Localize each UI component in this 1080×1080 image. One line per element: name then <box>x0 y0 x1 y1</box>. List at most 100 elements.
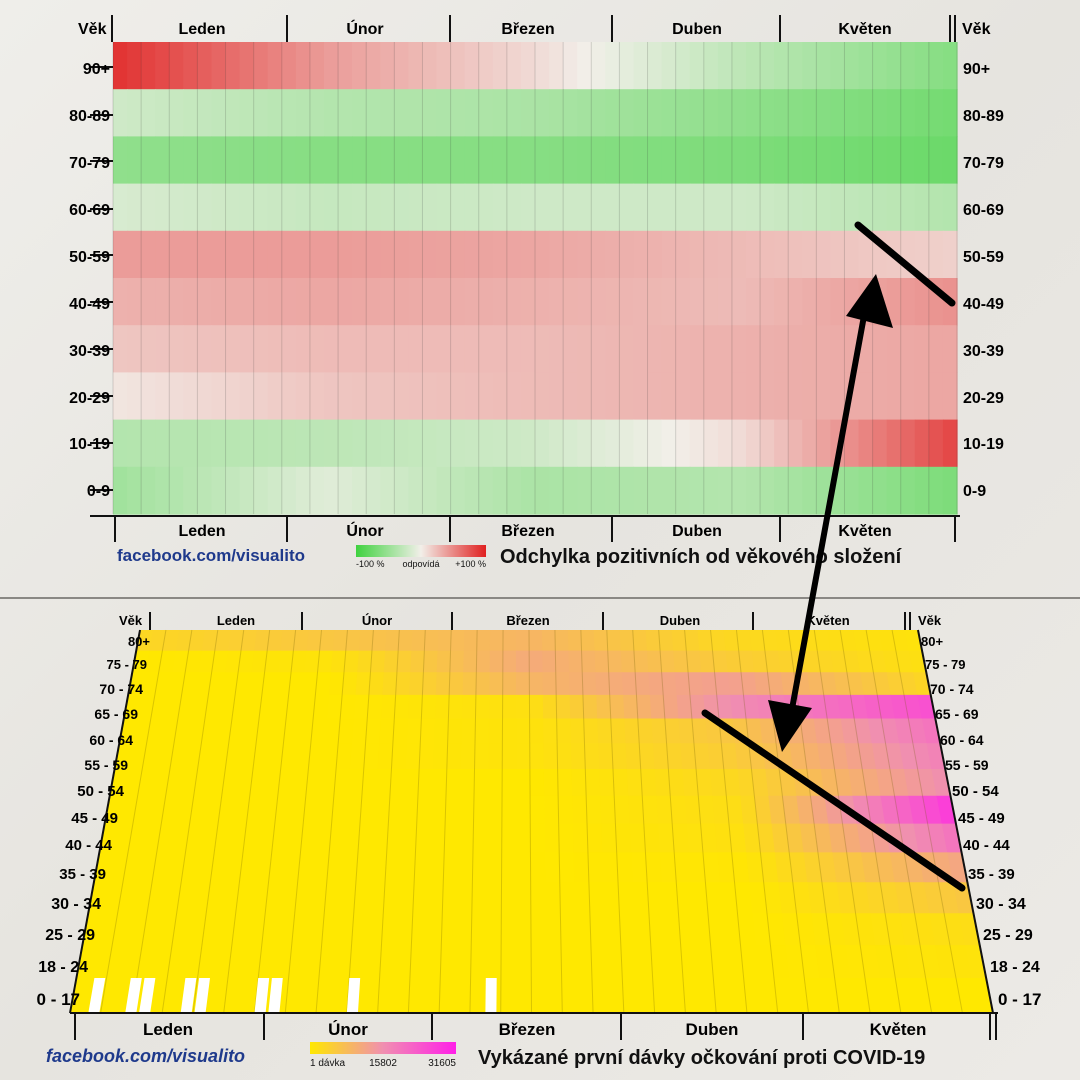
bottom-day-line <box>131 629 193 1013</box>
top-heatmap-cell <box>746 183 761 232</box>
bottom-heatmap-cell <box>216 913 237 946</box>
top-age-label: 90+ <box>83 61 110 78</box>
bottom-axes <box>69 612 998 1040</box>
top-heatmap-cell <box>591 466 606 515</box>
bottom-heatmap-cell <box>743 823 761 853</box>
bottom-heatmap-cell <box>542 672 557 696</box>
top-heatmap-cell <box>689 230 705 279</box>
bottom-heatmap-cell <box>334 945 352 979</box>
bottom-heatmap-cell <box>440 945 457 979</box>
top-heatmap-cell <box>633 136 649 185</box>
bottom-heatmap-cell <box>372 630 387 652</box>
bottom-heatmap-cell <box>530 852 546 883</box>
top-heatmap-cell <box>689 372 705 421</box>
bottom-heatmap-cell <box>785 945 805 979</box>
bottom-age-label: 55 - 59 <box>84 757 128 773</box>
top-heatmap-cell <box>380 183 395 232</box>
top-heatmap-cell <box>394 372 409 421</box>
bottom-day-line <box>469 629 478 1013</box>
bottom-heatmap-cell <box>322 743 339 770</box>
bottom-heatmap-cell <box>935 945 957 979</box>
top-heatmap-cell <box>563 278 578 326</box>
bottom-heatmap-cell <box>179 769 199 797</box>
bottom-heatmap-cell <box>895 978 917 1013</box>
bottom-heatmap-cell <box>762 630 779 652</box>
bottom-heatmap-cell <box>315 672 332 696</box>
bottom-heatmap-cell <box>463 630 478 652</box>
bottom-heatmap-cell <box>800 945 820 979</box>
top-heatmap-cell <box>380 136 395 185</box>
top-heatmap-cell <box>267 372 283 421</box>
bottom-heatmap-cell <box>889 852 910 883</box>
bottom-heatmap-cell <box>774 978 794 1013</box>
bottom-heatmap-cell <box>664 718 681 744</box>
bottom-heatmap-cell <box>142 823 162 853</box>
top-heatmap-cell <box>647 466 663 515</box>
bottom-heatmap-cell <box>267 630 284 652</box>
panel-divider <box>0 597 1080 599</box>
top-heatmap-cell <box>844 466 860 515</box>
bottom-heatmap-cell <box>600 795 616 825</box>
bottom-heatmap-cell <box>531 945 547 979</box>
top-heatmap-cell <box>253 419 269 468</box>
top-heatmap-cell <box>661 372 677 421</box>
bottom-heatmap-cell <box>312 852 330 883</box>
bottom-heatmap-cell <box>811 913 831 946</box>
bottom-heatmap-cell <box>594 650 610 673</box>
bottom-heatmap-cell <box>343 823 361 853</box>
bottom-heatmap-cell <box>175 795 195 825</box>
bottom-heatmap-cell <box>855 913 876 946</box>
bottom-heatmap-cell <box>529 694 544 719</box>
bottom-heatmap-cell <box>239 743 257 770</box>
bottom-heatmap <box>69 629 994 1013</box>
top-heatmap-cell <box>380 42 395 90</box>
bottom-heatmap-cell <box>454 978 472 1013</box>
top-heatmap-cell <box>338 372 353 421</box>
top-heatmap-cell <box>183 466 198 515</box>
bottom-no-data-gap <box>254 978 270 1012</box>
bottom-heatmap-cell <box>436 650 452 673</box>
bottom-heatmap-cell <box>214 823 233 853</box>
bottom-heatmap-cell <box>383 650 399 673</box>
bottom-heatmap-cell <box>502 630 517 652</box>
top-heatmap-cell <box>914 230 930 279</box>
top-heatmap-cell <box>731 466 747 515</box>
bottom-heatmap-cell <box>313 694 330 719</box>
bottom-age-label: 70 - 74 <box>99 681 143 697</box>
bottom-heatmap-cell <box>208 672 226 696</box>
bottom-heatmap-cell <box>422 672 438 696</box>
bottom-heatmap-cell <box>265 882 284 914</box>
bottom-heatmap-cell <box>405 743 421 770</box>
brand-link-bottom[interactable]: facebook.com/visualito <box>46 1046 245 1066</box>
top-heatmap-cell <box>281 372 297 421</box>
top-heatmap <box>112 42 958 515</box>
bottom-heatmap-cell <box>199 823 219 853</box>
top-heatmap-cell <box>492 230 508 279</box>
bottom-heatmap-cell <box>530 913 547 946</box>
bottom-heatmap-cell <box>357 650 373 673</box>
bottom-heatmap-cell <box>661 672 678 696</box>
bottom-heatmap-cell <box>425 945 442 979</box>
bottom-heatmap-cell <box>516 945 532 979</box>
bottom-heatmap-cell <box>145 650 163 673</box>
bottom-heatmap-cell <box>927 823 948 853</box>
bottom-heatmap-cell <box>249 769 268 797</box>
top-heatmap-cell <box>535 372 550 421</box>
top-heatmap-cell <box>211 230 227 279</box>
bottom-heatmap-cell <box>319 769 337 797</box>
bottom-heatmap-cell <box>201 913 222 946</box>
top-heatmap-cell <box>127 325 142 373</box>
bottom-heatmap-cell <box>168 672 186 696</box>
brand-link[interactable]: facebook.com/visualito <box>117 546 305 565</box>
bottom-heatmap-cell <box>817 852 837 883</box>
top-heatmap-cell <box>197 325 213 373</box>
bottom-day-line <box>500 629 504 1013</box>
bottom-heatmap-cell <box>792 882 812 914</box>
top-heatmap-cell <box>900 325 916 373</box>
top-heatmap-cell <box>366 419 381 468</box>
top-heatmap-cell <box>731 278 747 326</box>
top-heatmap-cell <box>394 466 409 515</box>
bottom-heatmap-cell <box>383 882 401 914</box>
bottom-heatmap-cell <box>663 913 682 946</box>
top-heatmap-cell <box>914 136 930 185</box>
